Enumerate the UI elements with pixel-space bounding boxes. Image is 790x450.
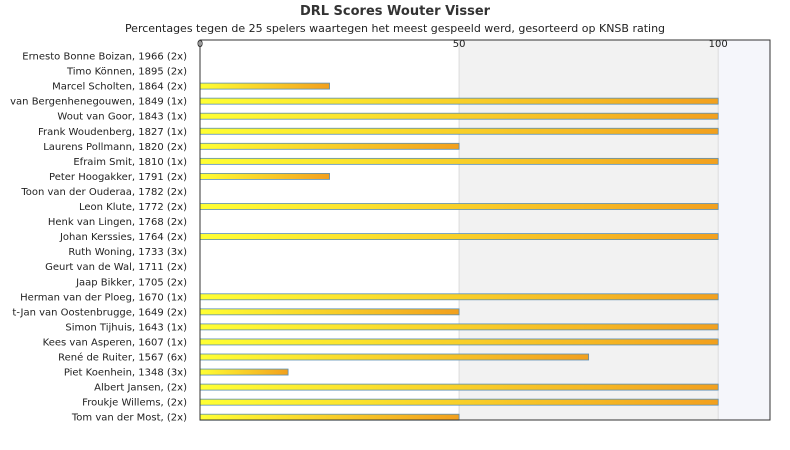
- category-label: Marcel Scholten, 1864 (2x): [52, 82, 187, 93]
- category-label: Piet Koenhein, 1348 (3x): [64, 368, 187, 379]
- category-label: Peter Hoogakker, 1791 (2x): [49, 172, 187, 183]
- category-label: t-Jan van Oostenbrugge, 1649 (2x): [12, 307, 187, 318]
- category-label: Toon van der Ouderaa, 1782 (2x): [20, 187, 187, 198]
- band-50-100: [459, 40, 719, 420]
- bar: [199, 338, 719, 346]
- category-label: Ruth Woning, 1733 (3x): [68, 247, 187, 258]
- bar: [199, 383, 719, 391]
- category-label: Albert Jansen, (2x): [94, 383, 187, 394]
- bar: [199, 323, 719, 331]
- chart-subtitle: Percentages tegen de 25 spelers waartege…: [124, 22, 666, 35]
- bar: [199, 413, 460, 421]
- bar: [199, 308, 460, 316]
- bar: [199, 398, 719, 406]
- category-label: Kees van Asperen, 1607 (1x): [43, 337, 187, 348]
- bar: [199, 203, 719, 210]
- bar: [199, 353, 590, 361]
- category-label: Frank Woudenberg, 1827 (1x): [38, 127, 187, 138]
- bar: [199, 127, 719, 135]
- category-label: René de Ruiter, 1567 (6x): [58, 352, 187, 364]
- band-100-plus: [718, 40, 770, 420]
- chart-title: DRL Scores Wouter Visser: [299, 4, 491, 19]
- category-label: Wout van Goor, 1843 (1x): [57, 112, 187, 123]
- bar: [199, 233, 719, 241]
- category-label: van Bergenhenegouwen, 1849 (1x): [10, 97, 187, 108]
- category-label: Tom van der Most, (2x): [71, 413, 187, 424]
- bar: [199, 112, 719, 120]
- x-tick-label: 50: [453, 39, 466, 50]
- category-label: Ernesto Bonne Boizan, 1966 (2x): [22, 52, 187, 63]
- bar: [199, 97, 719, 105]
- bar: [199, 157, 719, 165]
- bar: [199, 172, 330, 180]
- category-label: Leon Klute, 1772 (2x): [79, 202, 187, 213]
- bar: [199, 293, 719, 301]
- bar: [199, 82, 330, 90]
- category-label: Laurens Pollmann, 1820 (2x): [43, 142, 187, 153]
- category-label: Timo Können, 1895 (2x): [66, 67, 187, 78]
- category-label: Froukje Willems, (2x): [82, 398, 187, 409]
- x-tick-label: 100: [709, 39, 728, 50]
- category-label: Jaap Bikker, 1705 (2x): [75, 277, 187, 288]
- category-label: Efraim Smit, 1810 (1x): [73, 157, 187, 168]
- plot-frame: [199, 39, 771, 421]
- category-label: Henk van Lingen, 1768 (2x): [48, 217, 187, 228]
- category-label: Herman van der Ploeg, 1670 (1x): [20, 292, 187, 303]
- category-label: Geurt van de Wal, 1711 (2x): [45, 262, 187, 273]
- bar: [199, 142, 460, 150]
- bar: [199, 368, 289, 376]
- category-label: Simon Tijhuis, 1643 (1x): [65, 322, 187, 333]
- category-label: Johan Kerssies, 1764 (2x): [59, 232, 187, 243]
